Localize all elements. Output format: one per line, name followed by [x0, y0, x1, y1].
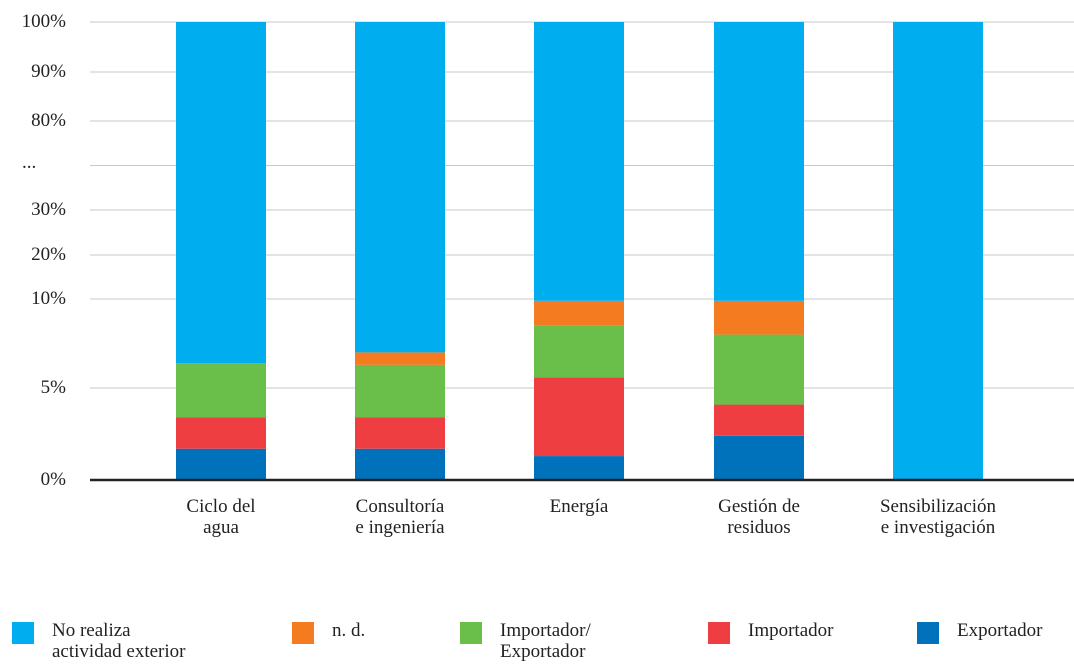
- y-tick-label: 90%: [31, 61, 66, 82]
- bar-segment: [534, 325, 624, 378]
- x-tick-label: Energía: [549, 496, 609, 517]
- bar-segment: [176, 22, 266, 364]
- bar-segment: [355, 364, 445, 418]
- y-tick-label: 0%: [40, 469, 66, 490]
- x-tick-label: Sensibilización e investigación: [879, 496, 997, 538]
- legend-label: No realiza actividad exterior: [52, 620, 186, 662]
- bar-segment: [355, 417, 445, 449]
- bar-segment: [355, 352, 445, 365]
- legend-swatch: [292, 622, 314, 644]
- y-tick-label: 5%: [40, 377, 66, 398]
- y-tick-label: 10%: [31, 288, 66, 309]
- bar-segment: [355, 22, 445, 353]
- y-tick-label: 80%: [31, 110, 66, 131]
- legend-swatch: [460, 622, 482, 644]
- y-tick-label: 100%: [21, 11, 66, 32]
- x-tick-label: Ciclo del agua: [186, 496, 256, 538]
- bar-segment: [176, 417, 266, 449]
- bar-segment: [534, 300, 624, 326]
- bar-segment: [534, 377, 624, 457]
- bar-segment: [714, 404, 804, 436]
- legend-label: Importador/ Exportador: [500, 620, 591, 662]
- legend-swatch: [12, 622, 34, 644]
- bar-segment: [714, 300, 804, 335]
- x-tick-label: Gestión de residuos: [718, 496, 800, 538]
- axis-break-label: ...: [22, 151, 37, 173]
- bar-segment: [714, 22, 804, 301]
- x-tick-label: Consultoría e ingeniería: [355, 496, 445, 538]
- legend-label: Importador: [748, 620, 834, 641]
- bar-segment: [893, 22, 983, 480]
- bar-segment: [714, 435, 804, 480]
- legend-label: Exportador: [957, 620, 1043, 641]
- bar-segment: [355, 448, 445, 480]
- bar-segment: [176, 363, 266, 418]
- bar-segment: [176, 448, 266, 480]
- bar-segment: [714, 334, 804, 405]
- y-tick-label: 30%: [31, 199, 66, 220]
- bar-segment: [534, 456, 624, 480]
- bar-segment: [534, 22, 624, 301]
- legend-label: n. d.: [332, 620, 366, 641]
- y-tick-label: 20%: [31, 244, 66, 265]
- legend-swatch: [708, 622, 730, 644]
- legend-swatch: [917, 622, 939, 644]
